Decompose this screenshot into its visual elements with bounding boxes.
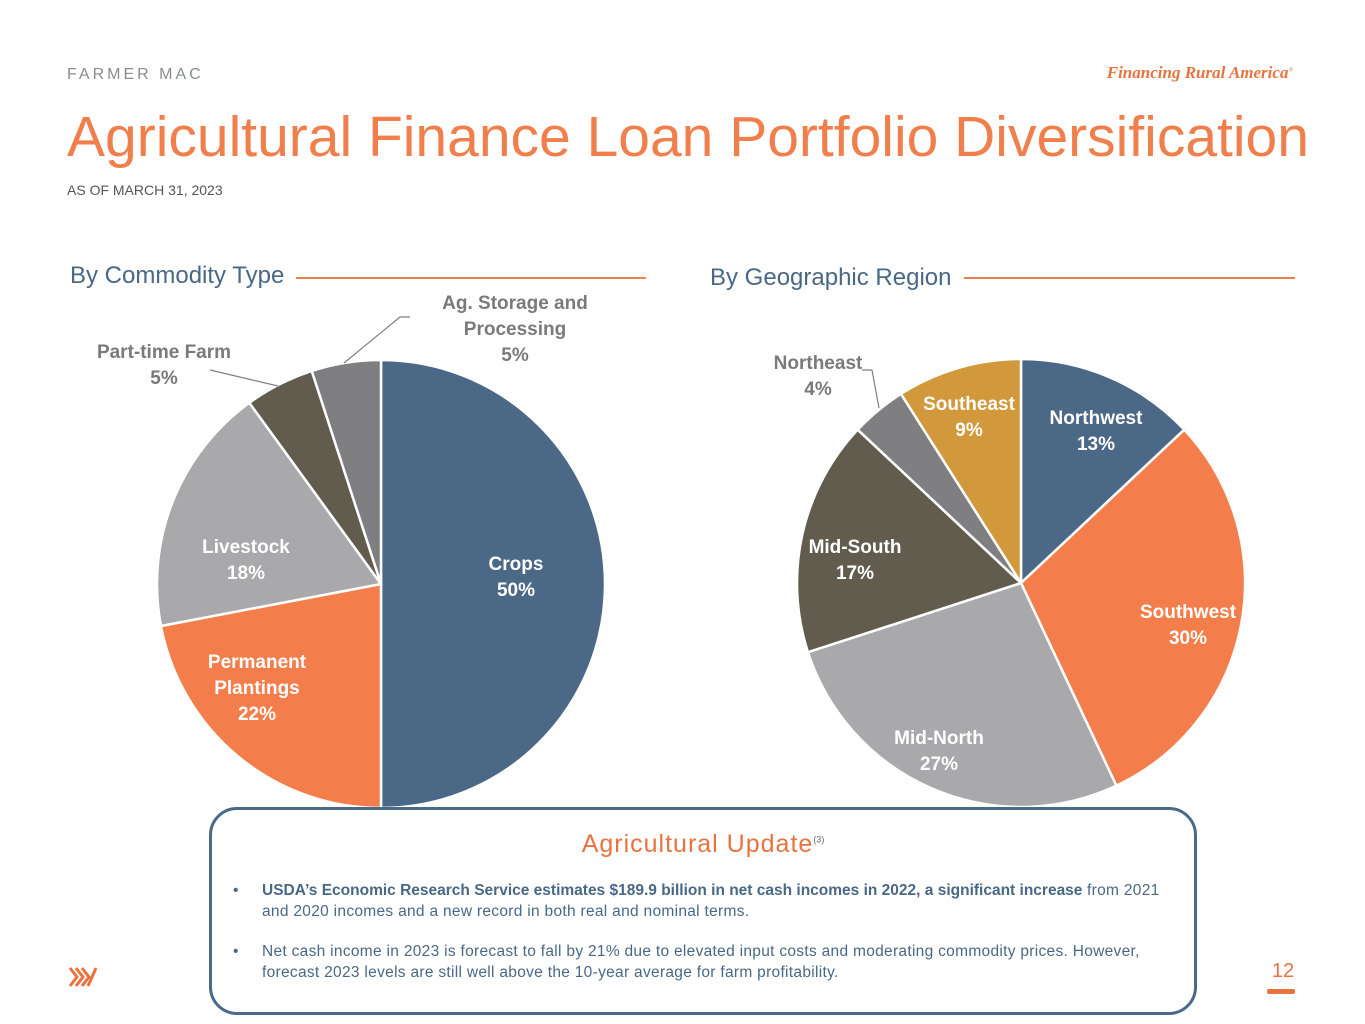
leader-line-ag-storage-and-processing: [343, 316, 410, 364]
data-label-mid-north: Mid-North 27%: [894, 728, 984, 775]
update-footnote: (3): [813, 834, 825, 845]
pie-slice-ag-storage-and-processing: [310, 358, 383, 586]
page-number: 12: [1271, 960, 1295, 982]
pie-slice-southeast: [899, 357, 1023, 585]
pie-slice-permanent-plantings: [159, 582, 383, 810]
pie-slice-northwest: [1019, 357, 1186, 585]
commodity-pie: Crops 50% Permanent Plantings 22% Livestock 18…: [97, 293, 607, 810]
data-label-ag-storage-and-processing: Ag. Storage and Processing 5%: [442, 293, 588, 366]
agricultural-update-panel: Agricultural Update(3) • USDA’s Economic…: [209, 807, 1197, 1015]
update-bullet-1: • USDA’s Economic Research Service estim…: [233, 880, 1173, 922]
data-label-crops: Crops 50%: [489, 554, 544, 601]
data-label-northwest: Northwest 13%: [1050, 408, 1144, 455]
update-title: Agricultural Update(3): [212, 830, 1194, 859]
update-title-text: Agricultural Update: [581, 830, 814, 858]
region-pie: Northwest 13% Southwest 30% Mid-North 27% Mid-…: [774, 353, 1247, 809]
tagline-text: Financing Rural America: [1106, 63, 1289, 82]
brand-tagline: Financing Rural America®: [1107, 63, 1293, 83]
update-bullet-2: • Net cash income in 2023 is forecast to…: [233, 941, 1173, 983]
data-label-livestock: Livestock 18%: [202, 537, 290, 584]
page-number-underline: [1267, 989, 1295, 994]
commodity-section-rule: [296, 277, 646, 279]
pie-slice-mid-south: [795, 428, 1023, 654]
bullet-dot: •: [233, 943, 239, 960]
data-label-southwest: Southwest 30%: [1140, 602, 1237, 649]
pie-slice-southwest: [1019, 428, 1247, 787]
farmer-mac-logo-icon: [68, 967, 98, 987]
brand-name: FARMER MAC: [67, 66, 204, 83]
bullet-1-bold: USDA’s Economic Research Service estimat…: [262, 882, 1083, 899]
registered-mark: ®: [1288, 67, 1293, 74]
data-label-northeast: Northeast 4%: [774, 353, 863, 400]
data-label-permanent-plantings: Permanent Plantings 22%: [208, 652, 307, 725]
page-subtitle: AS OF MARCH 31, 2023: [67, 182, 223, 198]
pie-slice-crops: [379, 358, 607, 810]
bullet-1-text: USDA’s Economic Research Service estimat…: [262, 880, 1173, 922]
region-section-rule: [964, 277, 1295, 279]
commodity-section-title: By Commodity Type: [70, 262, 285, 289]
bullet-dot: •: [233, 882, 239, 899]
bullet-2-text: Net cash income in 2023 is forecast to f…: [262, 943, 1140, 981]
leader-line-northeast: [862, 369, 880, 409]
data-label-part-time-farm: Part-time Farm 5%: [97, 342, 231, 389]
region-section-title: By Geographic Region: [710, 264, 952, 291]
data-label-mid-south: Mid-South 17%: [809, 537, 902, 584]
pie-slice-mid-north: [806, 581, 1118, 809]
leader-line-part-time-farm: [209, 369, 279, 387]
page-title: Agricultural Finance Loan Portfolio Dive…: [67, 105, 1309, 169]
bullet-1-rest: from 2021 and 2020 incomes and a new rec…: [262, 882, 1160, 920]
pie-slice-livestock: [155, 401, 383, 628]
data-label-southeast: Southeast 9%: [923, 394, 1016, 441]
